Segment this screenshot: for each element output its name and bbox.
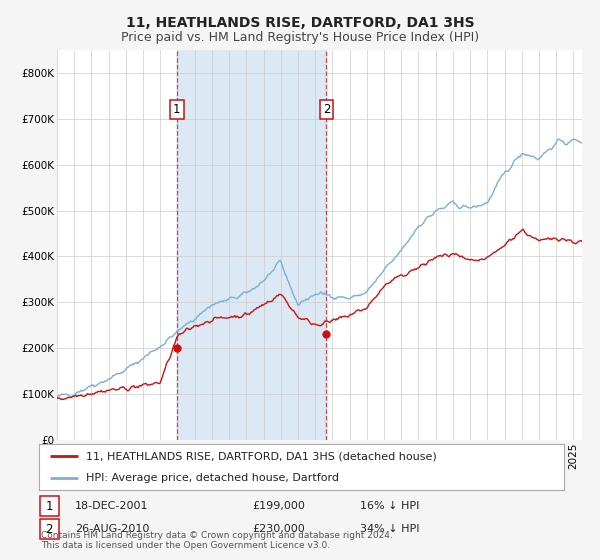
Text: 11, HEATHLANDS RISE, DARTFORD, DA1 3HS (detached house): 11, HEATHLANDS RISE, DARTFORD, DA1 3HS (… [86,451,437,461]
Text: 1: 1 [46,500,53,513]
Text: HPI: Average price, detached house, Dartford: HPI: Average price, detached house, Dart… [86,473,339,483]
Text: £230,000: £230,000 [252,524,305,534]
Text: 1: 1 [173,104,181,116]
Text: 18-DEC-2001: 18-DEC-2001 [75,501,149,511]
Text: £199,000: £199,000 [252,501,305,511]
Text: 11, HEATHLANDS RISE, DARTFORD, DA1 3HS: 11, HEATHLANDS RISE, DARTFORD, DA1 3HS [125,16,475,30]
Text: 26-AUG-2010: 26-AUG-2010 [75,524,149,534]
Text: 16% ↓ HPI: 16% ↓ HPI [360,501,419,511]
Text: 34% ↓ HPI: 34% ↓ HPI [360,524,419,534]
Bar [177,50,326,440]
Text: Price paid vs. HM Land Registry's House Price Index (HPI): Price paid vs. HM Land Registry's House … [121,31,479,44]
Text: 2: 2 [323,104,330,116]
Text: 2: 2 [46,522,53,536]
Text: Contains HM Land Registry data © Crown copyright and database right 2024.
This d: Contains HM Land Registry data © Crown c… [41,530,392,550]
